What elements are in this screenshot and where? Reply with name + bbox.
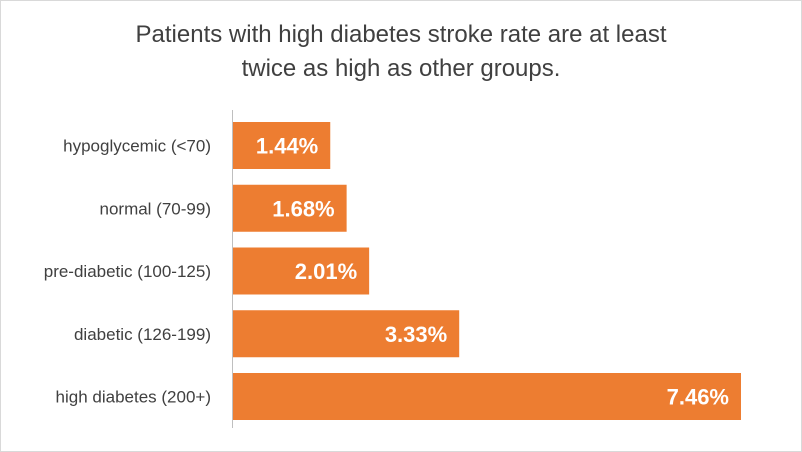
bars-group: hypoglycemic (<70) 1.44% normal (70-99) 1.6…	[44, 122, 741, 420]
category-label-3: diabetic (126-199)	[74, 325, 211, 344]
data-label-3: 3.33%	[385, 322, 447, 347]
bar-4	[232, 373, 741, 420]
bar-0	[232, 122, 331, 169]
category-label-0: hypoglycemic (<70)	[63, 137, 211, 156]
category-label-1: normal (70-99)	[100, 199, 212, 218]
chart-title: Patients with high diabetes stroke rate …	[0, 18, 802, 86]
chart-title-line-2: twice as high as other groups.	[241, 55, 561, 82]
data-label-0: 1.44%	[256, 134, 318, 159]
data-label-2: 2.01%	[295, 259, 357, 284]
data-label-1: 1.68%	[272, 196, 334, 221]
data-label-4: 7.46%	[667, 385, 729, 410]
category-label-4: high diabetes (200+)	[56, 388, 211, 407]
bar-1	[232, 184, 347, 232]
bar-3	[232, 310, 460, 358]
category-label-2: pre-diabetic (100-125)	[44, 262, 211, 281]
bar-2	[232, 247, 370, 295]
chart-title-line-1: Patients with high diabetes stroke rate …	[135, 21, 667, 48]
